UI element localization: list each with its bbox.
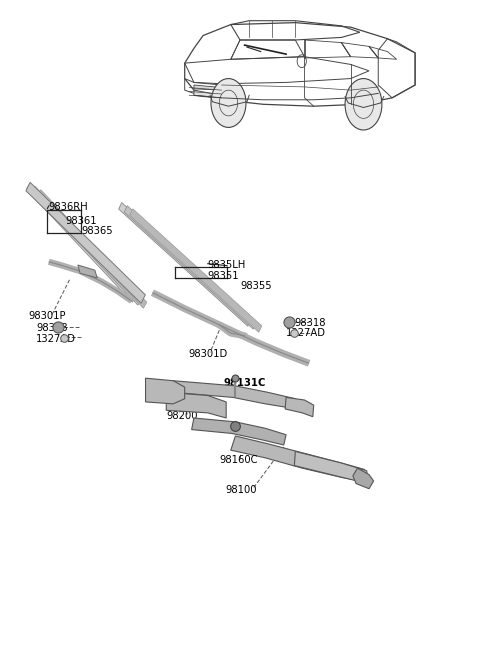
Polygon shape: [194, 90, 222, 98]
Circle shape: [211, 79, 246, 127]
Text: 98318: 98318: [294, 318, 326, 328]
Polygon shape: [231, 436, 367, 482]
Polygon shape: [78, 265, 97, 278]
Circle shape: [345, 79, 382, 130]
Polygon shape: [32, 186, 141, 305]
Text: 98301D: 98301D: [188, 349, 228, 359]
Polygon shape: [26, 182, 145, 303]
Text: 98318: 98318: [36, 323, 68, 333]
Polygon shape: [294, 451, 368, 483]
Polygon shape: [130, 209, 262, 332]
Text: 98200: 98200: [166, 411, 198, 421]
Polygon shape: [119, 203, 251, 326]
Polygon shape: [353, 468, 373, 489]
Text: 98100: 98100: [225, 485, 257, 495]
Text: 98355: 98355: [240, 281, 272, 291]
Polygon shape: [26, 184, 136, 302]
Polygon shape: [173, 380, 295, 408]
Text: 98361: 98361: [65, 216, 96, 226]
Text: 9835LH: 9835LH: [208, 260, 246, 270]
Text: 1327AD: 1327AD: [286, 328, 326, 338]
Text: 98301P: 98301P: [28, 312, 66, 321]
Polygon shape: [192, 418, 286, 445]
Text: 98365: 98365: [81, 226, 113, 236]
Polygon shape: [194, 85, 222, 90]
Text: 98351: 98351: [208, 271, 240, 281]
Text: 98160C: 98160C: [219, 455, 258, 465]
Polygon shape: [166, 392, 226, 418]
Text: 1327AD: 1327AD: [36, 334, 76, 344]
Text: 9836RH: 9836RH: [49, 202, 88, 212]
Polygon shape: [285, 398, 314, 417]
Text: 98131C: 98131C: [224, 378, 266, 388]
Polygon shape: [37, 190, 147, 308]
Polygon shape: [124, 206, 256, 329]
Polygon shape: [145, 378, 185, 404]
